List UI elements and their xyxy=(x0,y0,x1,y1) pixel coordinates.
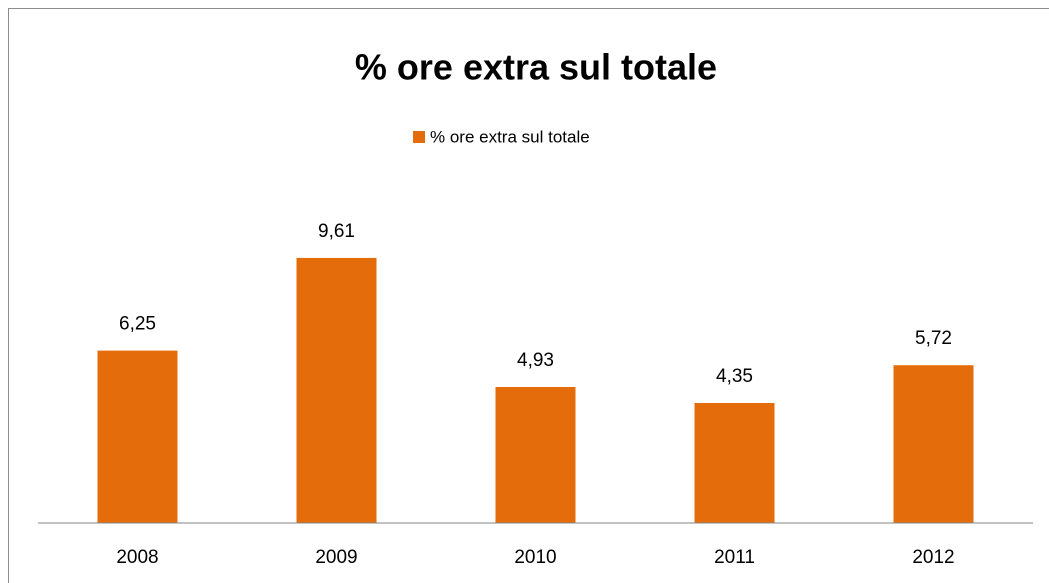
chart-title: % ore extra sul totale xyxy=(355,47,717,88)
data-label: 4,93 xyxy=(517,350,554,371)
x-tick-label: 2008 xyxy=(116,547,158,568)
bar xyxy=(296,257,377,523)
x-tick-label: 2012 xyxy=(912,547,954,568)
x-tick-label: 2009 xyxy=(315,547,357,568)
legend-label: % ore extra sul totale xyxy=(430,127,590,146)
legend-swatch xyxy=(413,131,425,143)
bar xyxy=(495,387,576,523)
data-label: 5,72 xyxy=(915,328,952,349)
bar xyxy=(893,365,974,523)
data-label: 4,35 xyxy=(716,366,753,387)
bar xyxy=(97,350,178,523)
data-label: 9,61 xyxy=(318,221,355,242)
bar xyxy=(694,403,775,523)
x-tick-label: 2011 xyxy=(714,547,755,568)
data-label: 6,25 xyxy=(119,314,156,335)
x-tick-label: 2010 xyxy=(514,547,556,568)
